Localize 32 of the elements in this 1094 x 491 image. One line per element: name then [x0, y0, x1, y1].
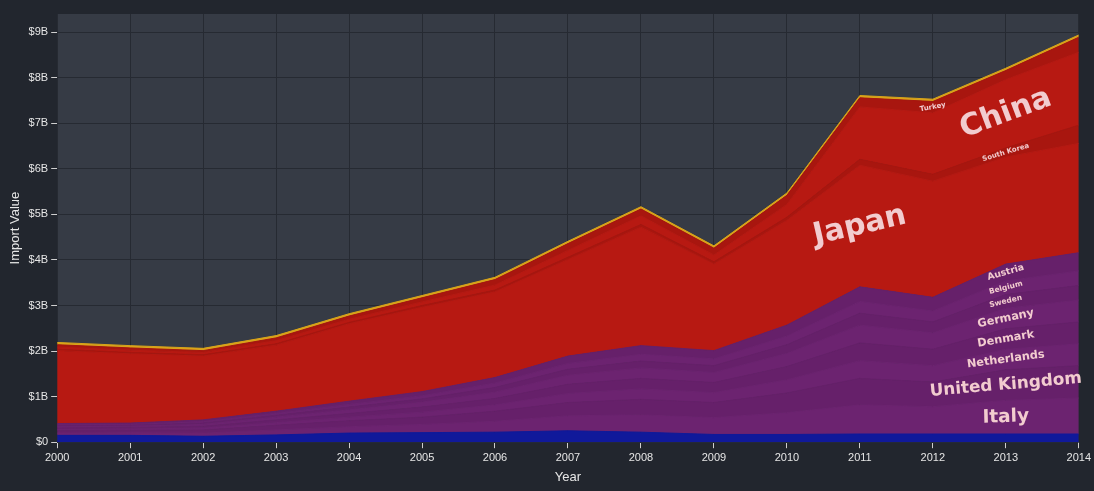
series-label: Austria: [985, 260, 1026, 283]
x-tick-label: 2008: [628, 450, 654, 463]
series-label: Denmark: [976, 327, 1036, 350]
y-tick-label: $0: [35, 435, 49, 448]
series-label: China: [954, 78, 1056, 145]
x-tick-label: 2014: [1066, 450, 1092, 463]
y-tick-label: $3B: [28, 298, 49, 311]
y-tick-label: $4B: [28, 253, 49, 266]
x-tick-label: 2001: [117, 450, 143, 463]
series-label: Italy: [982, 404, 1030, 427]
y-tick-label: $7B: [28, 116, 49, 129]
x-tick-label: 2000: [44, 450, 70, 463]
y-tick-label: $5B: [28, 207, 49, 220]
x-tick-label: 2010: [774, 450, 800, 463]
x-axis-title: Year: [554, 468, 582, 484]
y-tick-label: $9B: [28, 25, 49, 38]
y-tick-label: $8B: [28, 70, 49, 83]
x-tick-label: 2009: [701, 450, 727, 463]
x-tick-label: 2013: [993, 450, 1019, 463]
x-tick-label: 2007: [555, 450, 581, 463]
x-tick-label: 2004: [336, 450, 362, 463]
x-tick-label: 2012: [920, 450, 946, 463]
y-tick-label: $2B: [28, 344, 49, 357]
x-tick-label: 2003: [263, 450, 289, 463]
x-tick-label: 2002: [190, 450, 216, 463]
x-tick-label: 2006: [482, 450, 508, 463]
x-tick-label: 2005: [409, 450, 435, 463]
series-label: Japan: [807, 195, 910, 252]
y-tick-label: $6B: [28, 161, 49, 174]
x-tick-label: 2011: [848, 450, 872, 463]
y-axis-title: Import Value: [7, 191, 23, 265]
y-tick-label: $1B: [28, 389, 49, 402]
